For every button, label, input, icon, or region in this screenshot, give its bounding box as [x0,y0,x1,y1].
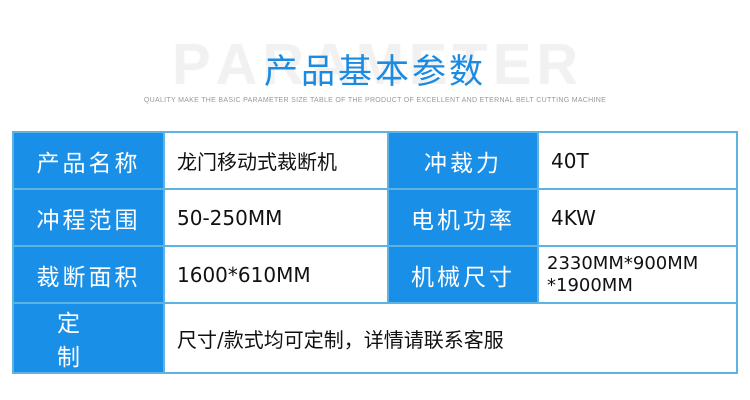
row-value: 50-250MM [163,188,389,247]
row-value: 1600*610MM [163,245,389,304]
value-line: *1900MM [547,274,633,296]
table-row: 产品名称 龙门移动式裁断机 冲裁力 40T [12,131,738,190]
page-title: 产品基本参数 [264,52,486,92]
row-value: 2330MM*900MM *1900MM [537,245,738,304]
row-label: 产品名称 [12,131,165,190]
row-label: 定 制 [12,302,165,374]
row-label: 冲程范围 [12,188,165,247]
page-subtitle: QUALITY MAKE THE BASIC PARAMETER SIZE TA… [143,97,607,104]
table-row: 裁断面积 1600*610MM 机械尺寸 2330MM*900MM *1900MM [12,245,738,304]
table-row: 冲程范围 50-250MM 电机功率 4KW [12,188,738,247]
row-value: 4KW [537,188,738,247]
row-value: 龙门移动式裁断机 [163,131,389,190]
watermark-image [0,30,750,100]
row-value: 尺寸/款式均可定制，详情请联系客服 [163,302,738,374]
row-label: 裁断面积 [12,245,165,304]
row-label: 冲裁力 [387,131,539,190]
table-row: 定 制 尺寸/款式均可定制，详情请联系客服 [12,302,738,374]
row-label: 电机功率 [387,188,539,247]
row-value: 40T [537,131,738,190]
value-line: 2330MM*900MM [547,252,699,274]
row-label: 机械尺寸 [387,245,539,304]
parameter-table: 产品名称 龙门移动式裁断机 冲裁力 40T 冲程范围 50-250MM 电机功率… [12,131,738,374]
